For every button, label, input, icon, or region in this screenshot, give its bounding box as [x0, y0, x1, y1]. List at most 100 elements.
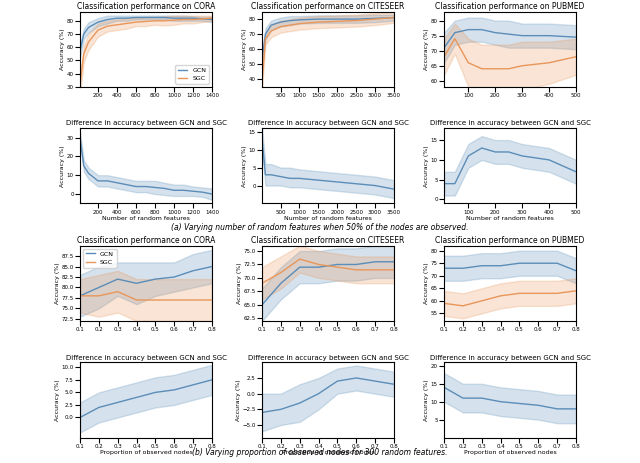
SGC — [545, 60, 553, 66]
GCN — [258, 302, 266, 307]
Y-axis label: Accuracy (%): Accuracy (%) — [60, 145, 65, 187]
Line: SGC: SGC — [444, 291, 576, 306]
Y-axis label: Accuracy (%): Accuracy (%) — [237, 263, 242, 304]
GCN — [152, 276, 159, 282]
GCN — [505, 31, 513, 37]
GCN — [451, 30, 459, 36]
SGC — [114, 289, 122, 294]
GCN — [123, 15, 131, 21]
SGC — [459, 303, 467, 309]
GCN — [572, 34, 580, 40]
SGC — [104, 23, 111, 29]
SGC — [314, 19, 322, 25]
GCN — [268, 22, 275, 28]
SGC — [465, 60, 472, 66]
GCN — [492, 30, 499, 36]
Line: SGC: SGC — [80, 292, 212, 300]
GCN — [390, 15, 398, 20]
SGC — [76, 81, 84, 87]
SGC — [262, 36, 269, 42]
GCN — [84, 25, 92, 30]
SGC — [478, 66, 486, 72]
Text: (a) Varying number of random features when 50% of the nodes are observed.: (a) Varying number of random features wh… — [172, 223, 468, 232]
GCN — [208, 17, 216, 22]
SGC — [572, 54, 580, 60]
SGC — [180, 17, 188, 22]
Title: Difference in accuracy between GCN and SGC: Difference in accuracy between GCN and S… — [429, 355, 591, 361]
SGC — [371, 267, 379, 273]
GCN — [545, 33, 553, 38]
Line: GCN: GCN — [80, 18, 212, 51]
GCN — [296, 17, 303, 23]
SGC — [518, 63, 526, 69]
GCN — [478, 27, 486, 32]
SGC — [390, 267, 398, 273]
X-axis label: Number of random features: Number of random features — [284, 216, 372, 221]
GCN — [95, 285, 102, 290]
GCN — [371, 16, 379, 21]
GCN — [478, 263, 486, 269]
GCN — [132, 15, 140, 20]
GCN — [80, 31, 88, 37]
SGC — [333, 19, 341, 24]
SGC — [123, 21, 131, 26]
GCN — [132, 281, 140, 286]
SGC — [516, 291, 524, 296]
SGC — [132, 19, 140, 25]
SGC — [161, 18, 168, 24]
SGC — [333, 264, 341, 270]
GCN — [440, 265, 448, 271]
GCN — [104, 17, 111, 22]
SGC — [390, 15, 398, 20]
GCN — [76, 293, 84, 299]
GCN — [76, 49, 84, 54]
Y-axis label: Accuracy (%): Accuracy (%) — [424, 28, 429, 70]
GCN — [440, 45, 448, 50]
SGC — [352, 18, 360, 24]
SGC — [315, 262, 323, 267]
SGC — [371, 16, 379, 22]
Line: SGC: SGC — [262, 18, 394, 82]
SGC — [440, 300, 448, 306]
Title: Classification performance on CITESEER: Classification performance on CITESEER — [252, 2, 404, 11]
GCN — [518, 33, 526, 38]
Line: GCN: GCN — [444, 30, 576, 48]
SGC — [170, 18, 178, 23]
GCN — [333, 16, 341, 22]
X-axis label: Proportion of observed nodes: Proportion of observed nodes — [100, 450, 193, 455]
SGC — [572, 288, 580, 294]
Y-axis label: Accuracy (%): Accuracy (%) — [55, 263, 60, 304]
GCN — [198, 16, 206, 22]
SGC — [268, 28, 275, 34]
SGC — [451, 36, 459, 42]
GCN — [497, 263, 504, 269]
Y-axis label: Accuracy (%): Accuracy (%) — [55, 379, 60, 421]
GCN — [572, 268, 580, 274]
GCN — [277, 281, 285, 286]
Title: Classification performance on PUBMED: Classification performance on PUBMED — [435, 236, 585, 245]
GCN — [94, 19, 102, 25]
Y-axis label: Accuracy (%): Accuracy (%) — [60, 28, 65, 70]
Line: GCN: GCN — [262, 262, 394, 305]
Line: SGC: SGC — [444, 39, 576, 69]
GCN — [170, 274, 178, 280]
Legend: GCN, SGC: GCN, SGC — [175, 65, 209, 84]
SGC — [189, 17, 196, 22]
Title: Difference in accuracy between GCN and SGC: Difference in accuracy between GCN and S… — [248, 120, 408, 126]
GCN — [262, 31, 269, 37]
Title: Difference in accuracy between GCN and SGC: Difference in accuracy between GCN and S… — [65, 355, 227, 361]
Title: Classification performance on PUBMED: Classification performance on PUBMED — [435, 2, 585, 11]
GCN — [208, 264, 216, 269]
GCN — [286, 18, 294, 24]
SGC — [478, 298, 486, 304]
SGC — [258, 80, 266, 85]
Text: (b) Varying proportion of observed nodes for 300 random features.: (b) Varying proportion of observed nodes… — [192, 448, 448, 457]
GCN — [465, 27, 472, 32]
GCN — [141, 15, 149, 20]
SGC — [141, 19, 149, 24]
GCN — [554, 261, 561, 266]
SGC — [440, 54, 448, 60]
SGC — [286, 22, 294, 28]
X-axis label: Proportion of observed nodes: Proportion of observed nodes — [282, 450, 374, 455]
SGC — [113, 22, 121, 28]
